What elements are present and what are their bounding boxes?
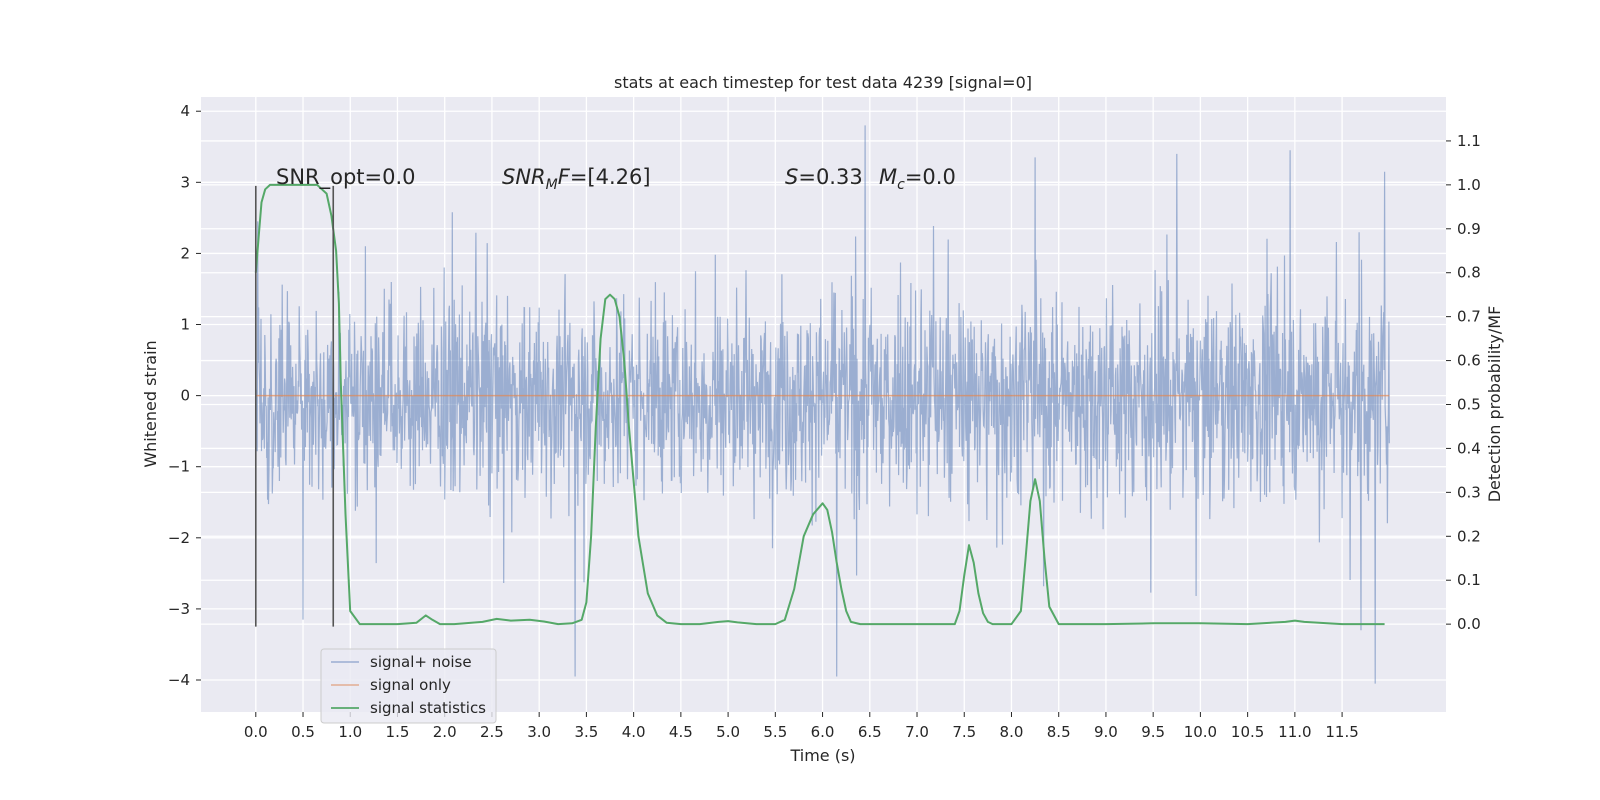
annotation-snr-mf-rest: F=[4.26] <box>558 165 651 189</box>
x-tick-label: 10.0 <box>1184 723 1217 741</box>
chart-title: stats at each timestep for test data 423… <box>614 73 1032 92</box>
y-tick-label: 2 <box>180 244 190 262</box>
x-tick-label: 6.0 <box>811 723 835 741</box>
x-tick-label: 9.0 <box>1094 723 1118 741</box>
x-axis-ticks: 0.0 0.5 1.0 1.5 2.0 2.5 3.0 3.5 4.0 4.5 5.0 5.5 6.0 6… <box>244 712 1359 741</box>
y-tick-label: 1 <box>180 316 190 334</box>
x-tick-label: 5.5 <box>763 723 787 741</box>
y-tick-label: −1 <box>168 458 190 476</box>
annotation-s: S=0.33 <box>785 165 863 189</box>
y-axis-ticks: −4 −3 −2 −1 0 1 2 3 4 <box>168 102 201 689</box>
y-tick-label: −4 <box>168 671 190 689</box>
legend-box <box>320 648 497 724</box>
x-tick-label: 0.5 <box>291 723 315 741</box>
annotation-mc-main: M <box>879 165 897 189</box>
y2-tick-label: 0.9 <box>1457 220 1481 238</box>
x-tick-label: 1.0 <box>338 723 362 741</box>
x-tick-label: 2.0 <box>433 723 457 741</box>
x-tick-label: 9.5 <box>1141 723 1165 741</box>
annotation-snr-mf: SNRMF=[4.26] <box>502 165 651 193</box>
x-tick-label: 0.0 <box>244 723 268 741</box>
y2-tick-label: 0.1 <box>1457 571 1481 589</box>
x-tick-label: 7.5 <box>952 723 976 741</box>
y2-tick-label: 0.2 <box>1457 527 1481 545</box>
series-signal-statistics <box>254 183 1385 626</box>
x-tick-label: 2.5 <box>480 723 504 741</box>
y-tick-label: 0 <box>180 387 190 405</box>
series-signal-plus-noise <box>255 125 1390 684</box>
annotation-snr-mf-sub: M <box>546 177 558 193</box>
marker-layer <box>254 185 335 627</box>
legend-label-noise: signal+ noise <box>370 653 472 671</box>
x-tick-label: 7.0 <box>905 723 929 741</box>
x-tick-label: 5.0 <box>716 723 740 741</box>
annotation-s-rest: =0.33 <box>798 165 862 189</box>
legend-label-stats: signal statistics <box>370 699 486 717</box>
y2-tick-label: 1.1 <box>1457 132 1481 150</box>
annotation-mc-sub: c <box>897 177 905 193</box>
annotation-s-main: S <box>785 165 798 189</box>
x-tick-label: 8.5 <box>1047 723 1071 741</box>
stats-layer <box>254 183 1385 626</box>
y2-axis-ticks: 0.0 0.1 0.2 0.3 0.4 0.5 0.6 0.7 0.8 0.9 1.0 1.1 <box>1446 132 1481 633</box>
noise-layer <box>255 125 1390 684</box>
x-axis-label: Time (s) <box>789 746 855 765</box>
x-tick-label: 4.0 <box>622 723 646 741</box>
x-tick-label: 10.5 <box>1231 723 1264 741</box>
legend: signal+ noise signal only signal statist… <box>320 648 497 724</box>
x-tick-label: 11.5 <box>1325 723 1358 741</box>
y2-tick-label: 0.0 <box>1457 615 1481 633</box>
x-tick-label: 8.0 <box>1000 723 1024 741</box>
annotation-mc-rest: =0.0 <box>905 165 956 189</box>
y-tick-label: −3 <box>168 600 190 618</box>
x-tick-label: 11.0 <box>1278 723 1311 741</box>
y-tick-label: −2 <box>168 529 190 547</box>
y2-tick-label: 1.0 <box>1457 176 1481 194</box>
y-tick-label: 3 <box>180 173 190 191</box>
x-tick-label: 3.0 <box>527 723 551 741</box>
y-tick-label: 4 <box>180 102 190 120</box>
annotation-mc: Mc=0.0 <box>879 165 956 193</box>
y2-tick-label: 0.8 <box>1457 264 1481 282</box>
y2-axis-label: Detection probability/MF <box>1485 306 1504 503</box>
legend-label-signal: signal only <box>370 676 451 694</box>
y-axis-label: Whitened strain <box>141 340 160 467</box>
y2-tick-label: 0.5 <box>1457 396 1481 414</box>
y2-tick-label: 0.6 <box>1457 352 1481 370</box>
x-tick-label: 6.5 <box>858 723 882 741</box>
y2-tick-label: 0.7 <box>1457 308 1481 326</box>
y2-tick-label: 0.4 <box>1457 439 1481 457</box>
y2-tick-label: 0.3 <box>1457 483 1481 501</box>
annotation-snr-mf-main: SNR <box>502 165 546 189</box>
x-tick-label: 1.5 <box>386 723 410 741</box>
x-tick-label: 3.5 <box>574 723 598 741</box>
x-tick-label: 4.5 <box>669 723 693 741</box>
annotation-snr-opt: SNR_opt=0.0 <box>276 165 416 190</box>
